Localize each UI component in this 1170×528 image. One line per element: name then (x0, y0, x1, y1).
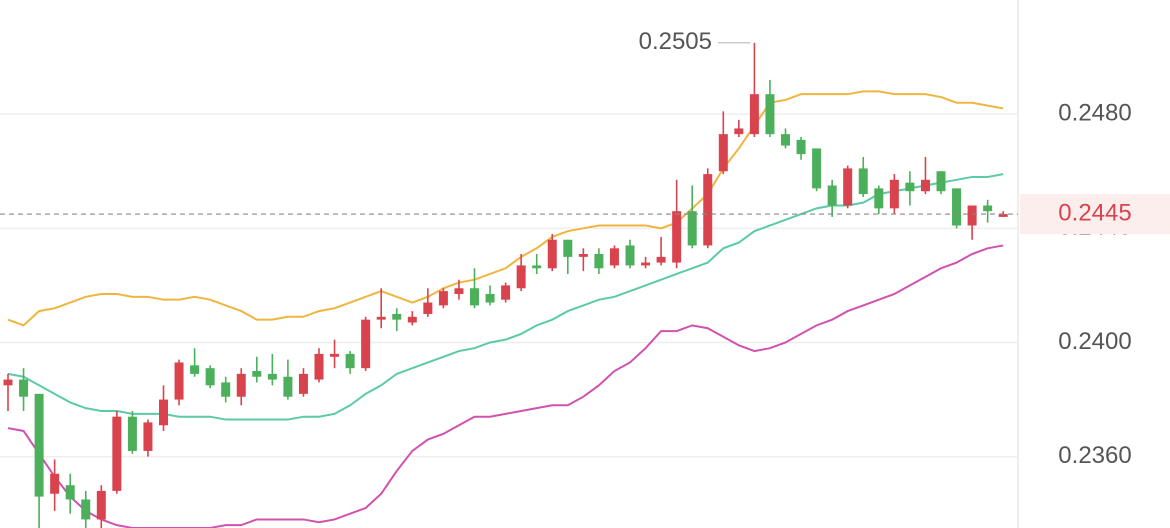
candle-body (392, 313, 402, 320)
candle-body (672, 211, 682, 263)
candle-body (656, 256, 666, 263)
candle-body (267, 373, 277, 380)
band-line (7, 173, 1004, 421)
band-line (7, 90, 1004, 327)
candle-body (625, 245, 635, 266)
candle-body (361, 319, 371, 369)
candle-body (112, 416, 122, 491)
candle-body (423, 302, 433, 314)
candle-body (65, 485, 75, 500)
candle-body (936, 171, 946, 192)
candles (3, 42, 1008, 528)
candle-body (641, 262, 651, 266)
candle-body (749, 94, 759, 135)
candle-body (920, 179, 930, 192)
candle-body (50, 473, 60, 494)
candle-body (236, 373, 246, 397)
candle-body (174, 362, 184, 400)
band-line (7, 244, 1004, 528)
candle-body (765, 94, 775, 135)
candle-body (159, 399, 168, 426)
candle-body (205, 368, 215, 386)
last-price-badge (1020, 194, 1170, 235)
candle-body (252, 371, 262, 377)
candle-body (345, 353, 355, 369)
candle-body (578, 254, 588, 257)
candle-body (796, 139, 806, 155)
candle-body (298, 373, 308, 394)
candle-body (96, 490, 106, 520)
max-label: 0.2505 (639, 28, 712, 55)
candle-body (952, 188, 962, 226)
candle-body (376, 316, 386, 320)
candle-body (485, 293, 495, 303)
annotations: 0.2505 0.2445 (0, 28, 1170, 235)
candle-body (547, 239, 557, 269)
candle-body (594, 254, 604, 269)
candle-body (314, 353, 324, 380)
y-tick-label: 0.2360 (1058, 442, 1131, 469)
candle-body (438, 291, 448, 306)
grid (0, 113, 1018, 458)
last-price-label: 0.2445 (1058, 199, 1131, 226)
candle-body (874, 188, 884, 209)
candle-body (127, 416, 137, 451)
candle-body (827, 185, 837, 206)
candle-body (470, 288, 479, 306)
candle-body (781, 134, 790, 146)
candle-body (81, 499, 91, 520)
candle-body (34, 393, 44, 497)
candle-body (609, 248, 619, 266)
candle-body (454, 288, 464, 294)
candle-body (330, 353, 340, 357)
candle-body (703, 174, 713, 246)
candle-body (843, 168, 853, 206)
candle-body (983, 205, 993, 212)
candle-body (190, 365, 200, 374)
candle-body (905, 182, 915, 192)
candle-body (532, 265, 542, 269)
candle-body (283, 376, 293, 397)
candle-body (718, 134, 728, 172)
bands (7, 90, 1004, 528)
candle-body (221, 382, 231, 397)
candle-body (734, 128, 744, 135)
candle-body (501, 285, 511, 300)
candle-body (19, 379, 29, 397)
candle-body (889, 179, 899, 209)
candle-body (812, 148, 822, 189)
candle-body (143, 422, 153, 451)
candle-body (998, 214, 1008, 217)
candle-body (407, 316, 417, 323)
candle-body (563, 239, 573, 257)
candle-body (967, 205, 977, 226)
candle-body (858, 168, 868, 195)
y-tick-label: 0.2400 (1058, 328, 1131, 355)
y-tick-label: 0.2480 (1058, 100, 1131, 127)
candle-body (516, 265, 526, 289)
candle-body (3, 379, 13, 386)
candle-body (687, 211, 697, 246)
